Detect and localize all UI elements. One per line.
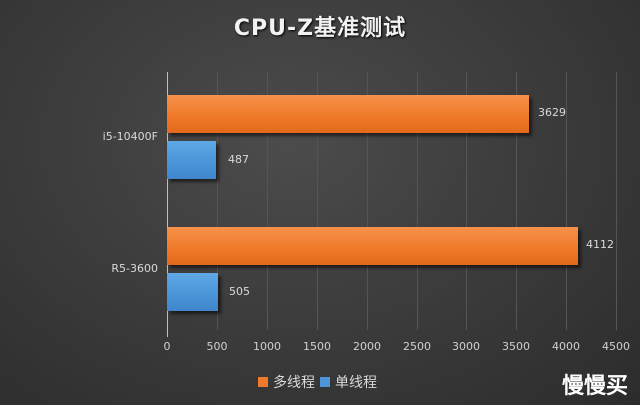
gridline xyxy=(466,72,467,330)
chart-title: CPU-Z基准测试 xyxy=(233,16,407,41)
x-tick: 4500 xyxy=(602,340,630,353)
watermark: 慢慢买 xyxy=(561,374,628,399)
x-tick: 1000 xyxy=(253,340,281,353)
gridline xyxy=(566,72,567,330)
bar-i5-10400f-multi xyxy=(167,95,529,133)
value-label: 487 xyxy=(228,153,249,166)
legend-item-multi: 多线程 xyxy=(258,372,315,392)
bar-r5-3600-single xyxy=(167,273,218,311)
legend-swatch-icon xyxy=(320,377,330,387)
legend-swatch-icon xyxy=(258,377,268,387)
legend-item-single: 单线程 xyxy=(320,372,377,392)
gridline xyxy=(516,72,517,330)
x-tick: 3500 xyxy=(502,340,530,353)
gridline xyxy=(417,72,418,330)
x-tick: 0 xyxy=(163,340,171,353)
bar-r5-3600-multi xyxy=(167,227,578,265)
x-tick: 3000 xyxy=(452,340,480,353)
gridline xyxy=(317,72,318,330)
legend: 多线程 单线程 xyxy=(258,372,382,392)
bar-i5-10400f-single xyxy=(167,141,216,179)
legend-label: 多线程 xyxy=(273,375,315,391)
category-label: R5-3600 xyxy=(111,262,158,275)
value-label: 4112 xyxy=(586,238,614,251)
x-tick: 2000 xyxy=(353,340,381,353)
x-tick: 500 xyxy=(206,340,228,353)
gridline xyxy=(616,72,617,330)
y-axis-line xyxy=(167,72,168,337)
gridline xyxy=(367,72,368,330)
x-tick: 2500 xyxy=(403,340,431,353)
x-tick: 4000 xyxy=(552,340,580,353)
plot-area: 3629 487 4112 505 xyxy=(167,72,617,337)
legend-label: 单线程 xyxy=(335,375,377,391)
value-label: 505 xyxy=(229,285,250,298)
x-tick: 1500 xyxy=(303,340,331,353)
category-label: i5-10400F xyxy=(102,130,158,143)
gridline xyxy=(267,72,268,330)
gridline xyxy=(217,72,218,330)
value-label: 3629 xyxy=(538,106,566,119)
